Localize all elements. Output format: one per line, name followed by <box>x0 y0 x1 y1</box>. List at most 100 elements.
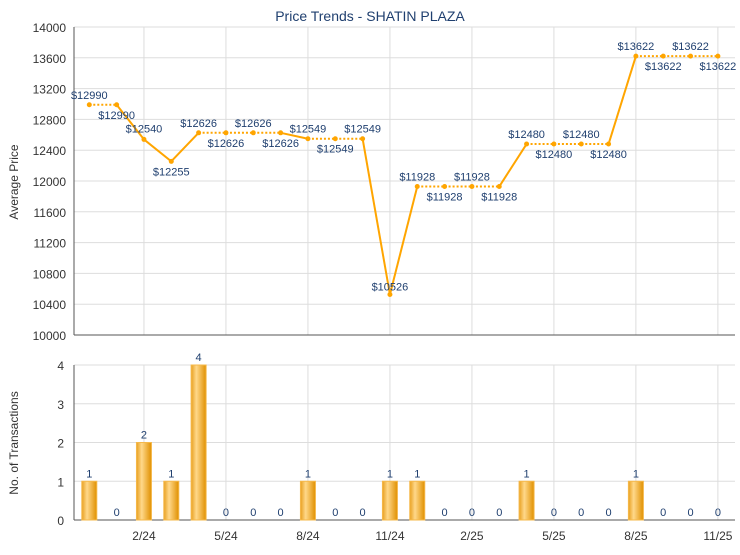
bar-value-label: 0 <box>660 507 666 519</box>
bar-value-label: 1 <box>633 468 639 480</box>
price-point <box>360 136 366 142</box>
bar-value-label: 1 <box>524 468 530 480</box>
price-line-segment <box>170 132 200 163</box>
bar-value-label: 0 <box>442 507 448 519</box>
price-point <box>578 141 584 147</box>
price-line-segment <box>607 55 637 145</box>
bar-value-label: 0 <box>250 507 256 519</box>
transaction-bar <box>81 480 98 521</box>
transaction-bar <box>190 364 207 521</box>
price-data-label: $12626 <box>180 118 217 130</box>
transaction-bar <box>518 480 535 521</box>
y-tick-label: 13600 <box>33 52 67 66</box>
price-point <box>278 130 284 136</box>
y-tick-label: 12000 <box>33 175 67 189</box>
y-tick-label: 10400 <box>33 298 67 312</box>
price-data-label: $12255 <box>153 166 190 178</box>
x-tick-label: 11/25 <box>703 529 732 543</box>
bar-value-label: 1 <box>414 468 420 480</box>
bar-value-label: 0 <box>551 507 557 519</box>
y-tick-label: 4 <box>57 359 64 373</box>
price-data-label: $12480 <box>590 149 627 161</box>
x-tick-label: 11/24 <box>375 529 404 543</box>
price-data-label: $11928 <box>427 192 463 204</box>
x-tick-label: 5/24 <box>214 529 238 543</box>
price-point <box>414 184 420 190</box>
y-tick-label: 13200 <box>33 83 67 97</box>
price-data-label: $12549 <box>344 124 381 136</box>
price-point <box>114 102 120 108</box>
price-data-label: $12990 <box>71 90 108 102</box>
price-y-axis-label: Average Price <box>7 144 21 219</box>
price-point <box>633 53 639 59</box>
y-tick-label: 14000 <box>33 21 67 35</box>
price-point <box>305 136 311 142</box>
transactions-y-axis-label: No. of Transactions <box>7 391 21 494</box>
bar-value-label: 0 <box>578 507 584 519</box>
price-data-label: $12540 <box>126 123 163 135</box>
x-tick-label: 8/25 <box>624 529 648 543</box>
price-point <box>551 141 557 147</box>
price-point <box>332 136 338 142</box>
price-point <box>688 53 694 59</box>
transaction-bar <box>381 480 398 521</box>
y-tick-label: 12400 <box>33 144 67 158</box>
price-point <box>469 184 475 190</box>
bar-value-label: 1 <box>305 468 311 480</box>
transaction-bar <box>409 480 426 521</box>
y-tick-label: 11600 <box>34 206 67 220</box>
bar-value-label: 0 <box>606 507 612 519</box>
chart-title: Price Trends - SHATIN PLAZA <box>275 8 465 24</box>
price-data-label: $12480 <box>536 149 573 161</box>
bar-value-label: 0 <box>223 507 229 519</box>
price-point <box>168 158 174 164</box>
price-line-segment <box>498 143 528 188</box>
price-data-label: $12626 <box>208 138 245 150</box>
price-point <box>715 53 721 59</box>
price-data-label: $12549 <box>290 124 327 136</box>
price-line-segment <box>143 138 172 163</box>
bar-value-label: 1 <box>86 468 92 480</box>
bar-value-label: 4 <box>196 352 202 364</box>
bar-value-label: 0 <box>114 507 120 519</box>
price-data-label: $13622 <box>700 61 737 73</box>
price-data-label: $11928 <box>399 172 435 184</box>
y-tick-label: 1 <box>57 475 64 489</box>
x-tick-label: 2/25 <box>460 529 484 543</box>
price-line-segment <box>115 104 145 141</box>
price-point <box>606 141 612 147</box>
price-line-segment <box>361 138 391 295</box>
transaction-bar <box>627 480 644 521</box>
y-tick-label: 2 <box>57 437 64 451</box>
price-point <box>250 130 256 136</box>
price-data-label: $11928 <box>481 192 517 204</box>
price-point <box>196 130 202 136</box>
price-data-label: $12626 <box>235 118 272 130</box>
bar-value-label: 1 <box>168 468 174 480</box>
bar-value-label: 0 <box>278 507 284 519</box>
bar-value-label: 0 <box>360 507 366 519</box>
price-data-label: $12990 <box>98 110 135 122</box>
price-point <box>660 53 666 59</box>
price-data-label: $12480 <box>508 129 545 141</box>
price-data-label: $10526 <box>372 281 409 293</box>
bar-value-label: 0 <box>496 507 502 519</box>
y-tick-label: 12800 <box>33 113 67 127</box>
transaction-bar <box>163 480 180 521</box>
bar-value-label: 0 <box>715 507 721 519</box>
price-data-label: $11928 <box>454 172 490 184</box>
x-tick-label: 2/24 <box>132 529 156 543</box>
price-data-label: $13622 <box>618 41 655 53</box>
y-tick-label: 3 <box>57 398 64 412</box>
price-data-label: $13622 <box>645 61 682 73</box>
bar-value-label: 1 <box>387 468 393 480</box>
price-point <box>496 184 502 190</box>
price-point <box>387 291 393 297</box>
price-plot: 10000 10400 10800 11200 11600 12000 12400 12800… <box>33 21 737 343</box>
price-data-label: $12549 <box>317 144 354 156</box>
bar-value-label: 0 <box>469 507 475 519</box>
y-tick-label: 10000 <box>33 329 67 343</box>
price-line-segment <box>280 131 309 140</box>
transaction-bar <box>135 442 152 521</box>
